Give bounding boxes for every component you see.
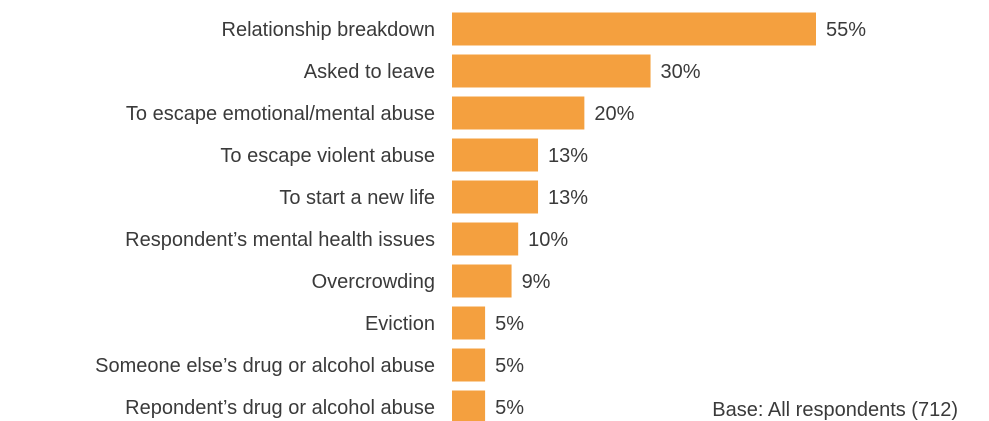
bars-layer (452, 12, 816, 421)
bar-3 (452, 138, 539, 172)
bar-1 (452, 54, 651, 88)
category-label-8: Someone else’s drug or alcohol abuse (95, 355, 435, 377)
value-label-4: 13% (548, 187, 588, 209)
base-note: Base: All respondents (712) (712, 399, 958, 421)
value-label-2: 20% (594, 103, 634, 125)
category-label-2: To escape emotional/mental abuse (126, 103, 435, 125)
value-label-3: 13% (548, 145, 588, 167)
bar-5 (452, 222, 519, 256)
category-labels: Relationship breakdown Asked to leave To e… (95, 19, 435, 419)
bar-2 (452, 96, 585, 130)
value-label-1: 30% (661, 61, 701, 83)
bar-4 (452, 180, 539, 214)
bar-9 (452, 390, 486, 421)
category-label-1: Asked to leave (304, 61, 435, 83)
bar-7 (452, 306, 486, 340)
value-label-6: 9% (522, 271, 551, 293)
value-label-0: 55% (826, 19, 866, 41)
bar-0 (452, 12, 816, 46)
bar-8 (452, 348, 486, 382)
category-label-7: Eviction (365, 313, 435, 335)
value-label-5: 10% (528, 229, 568, 251)
category-label-9: Repondent’s drug or alcohol abuse (125, 397, 435, 419)
value-label-8: 5% (495, 355, 524, 377)
category-label-0: Relationship breakdown (222, 19, 435, 41)
bar-6 (452, 264, 512, 298)
category-label-5: Respondent’s mental health issues (125, 229, 435, 251)
value-label-9: 5% (495, 397, 524, 419)
value-label-7: 5% (495, 313, 524, 335)
category-label-6: Overcrowding (312, 271, 435, 293)
value-labels: 55% 30% 20% 13% 13% 10% 9% 5% 5% 5% (495, 19, 866, 419)
category-label-3: To escape violent abuse (220, 145, 435, 167)
category-label-4: To start a new life (279, 187, 435, 209)
